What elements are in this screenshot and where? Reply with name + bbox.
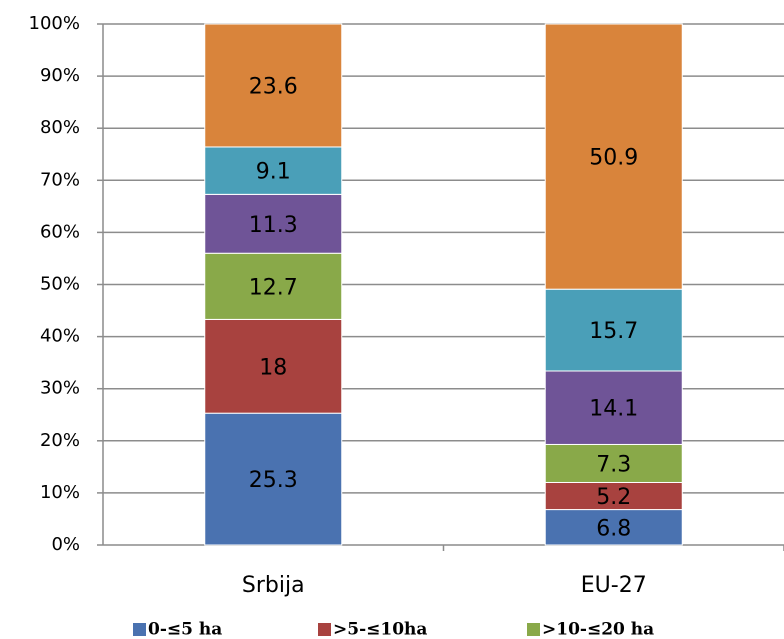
data-label: 18: [259, 355, 287, 380]
legend-label: >10-≤20 ha: [542, 620, 654, 639]
y-tick-label: 80%: [40, 117, 80, 138]
y-tick-label: 20%: [40, 430, 80, 451]
data-label: 5.2: [596, 485, 631, 510]
y-tick-label: 100%: [29, 13, 80, 34]
bar-segment: [204, 412, 343, 546]
bar-segment: [204, 318, 343, 414]
data-label: 12.7: [249, 275, 298, 300]
bar-segment: [204, 146, 343, 195]
y-tick-label: 90%: [40, 65, 80, 86]
legend-swatch: [133, 623, 146, 636]
legend-label: 0-≤5 ha: [148, 620, 222, 639]
y-tick-label: 40%: [40, 326, 80, 347]
y-tick-label: 50%: [40, 274, 80, 295]
data-label: 6.8: [596, 516, 631, 541]
y-tick-label: 70%: [40, 169, 80, 190]
bar-segment: [544, 443, 683, 483]
x-tick-label: EU-27: [581, 573, 647, 598]
data-label: 9.1: [256, 160, 291, 185]
bar-segment: [544, 23, 683, 290]
data-label: 14.1: [589, 397, 638, 422]
bar-segment: [204, 23, 343, 148]
legend-label: >5-≤10ha: [333, 620, 427, 639]
data-label: 7.3: [596, 452, 631, 477]
data-label: 11.3: [249, 213, 298, 238]
data-label: 23.6: [249, 74, 298, 99]
y-tick-label: 0%: [51, 534, 80, 555]
y-tick-label: 60%: [40, 221, 80, 242]
bar-segment: [544, 509, 683, 546]
y-tick-label: 10%: [40, 482, 80, 503]
data-label: 25.3: [249, 468, 298, 493]
bar-segment: [544, 370, 683, 445]
bar-segment: [544, 481, 683, 511]
x-tick-label: Srbija: [242, 573, 305, 598]
legend-swatch: [318, 623, 331, 636]
y-tick-label: 30%: [40, 378, 80, 399]
legend-swatch: [527, 623, 540, 636]
data-label: 50.9: [589, 146, 638, 171]
data-label: 15.7: [589, 319, 638, 344]
